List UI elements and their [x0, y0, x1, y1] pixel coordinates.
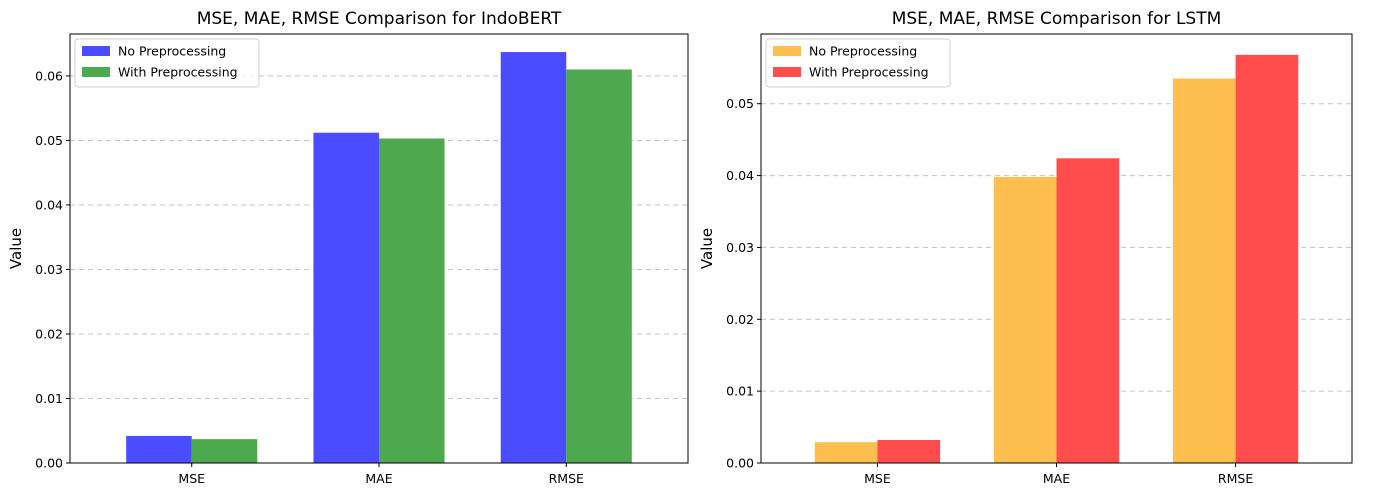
- indobert-ytick-label: 0.05: [35, 133, 63, 148]
- indobert-chart-title: MSE, MAE, RMSE Comparison for IndoBERT: [197, 9, 562, 29]
- lstm-legend-label-2: With Preprocessing: [809, 65, 929, 80]
- lstm-ytick-label: 0.01: [726, 384, 754, 399]
- indobert-ytick-label: 0.03: [35, 262, 63, 277]
- indobert-ytick-label: 0.04: [35, 197, 63, 212]
- lstm-ytick-label: 0.00: [726, 456, 754, 471]
- indobert-legend-label-2: With Preprocessing: [118, 65, 238, 80]
- indobert-legend-swatch-1: [82, 46, 110, 56]
- indobert-bar-no-preprocessing-mse: [126, 435, 192, 463]
- indobert-bar-with-preprocessing-mse: [191, 439, 258, 463]
- lstm-ytick-label: 0.04: [726, 168, 754, 183]
- lstm-bar-no-preprocessing-rmse: [1172, 78, 1236, 463]
- lstm-bar-no-preprocessing-mae: [993, 177, 1057, 463]
- indobert-bar-with-preprocessing-mae: [379, 138, 445, 463]
- lstm-ytick-label: 0.03: [726, 240, 754, 255]
- lstm-bar-with-preprocessing-mae: [1056, 158, 1120, 463]
- indobert-legend-label-1: No Preprocessing: [118, 44, 226, 59]
- indobert-ytick-label: 0.02: [35, 326, 63, 341]
- indobert-xtick-label: RMSE: [549, 471, 584, 486]
- lstm-chart-title: MSE, MAE, RMSE Comparison for LSTM: [892, 9, 1222, 29]
- indobert-xtick-label: MSE: [178, 471, 205, 486]
- indobert-ytick-label: 0.00: [35, 456, 63, 471]
- lstm-legend-box: [765, 38, 951, 88]
- lstm-legend-label-1: No Preprocessing: [809, 44, 917, 59]
- lstm-legend-swatch-2: [773, 67, 801, 77]
- indobert-ytick-label: 0.01: [35, 391, 63, 406]
- indobert-ytick-label: 0.06: [35, 68, 63, 83]
- indobert-xtick-label: MAE: [365, 471, 392, 486]
- lstm-xtick-label: MSE: [864, 471, 891, 486]
- lstm-xtick-label: MAE: [1043, 471, 1070, 486]
- indobert-ylabel: Value: [7, 228, 25, 269]
- lstm-xtick-label: RMSE: [1218, 471, 1253, 486]
- lstm-ylabel: Value: [698, 228, 716, 269]
- indobert-legend-swatch-2: [82, 67, 110, 77]
- lstm-ytick-label: 0.05: [726, 96, 754, 111]
- lstm-bar-no-preprocessing-mse: [814, 442, 878, 463]
- indobert-bar-no-preprocessing-rmse: [500, 52, 567, 463]
- lstm-ytick-label: 0.02: [726, 312, 754, 327]
- indobert-bar-no-preprocessing-mae: [313, 132, 379, 463]
- lstm-bar-with-preprocessing-rmse: [1235, 54, 1299, 463]
- lstm-legend-swatch-1: [773, 46, 801, 56]
- indobert-bar-with-preprocessing-rmse: [566, 69, 632, 463]
- lstm-bar-with-preprocessing-mse: [877, 440, 941, 463]
- indobert-legend-box: [74, 38, 260, 88]
